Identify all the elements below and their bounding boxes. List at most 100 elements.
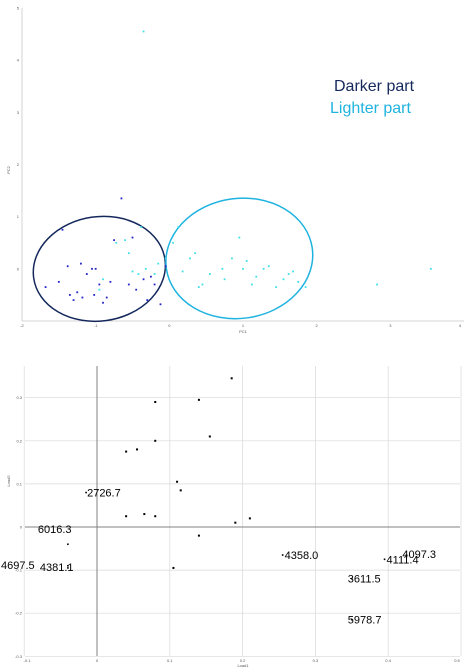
loading-point-label: 4381.1 xyxy=(40,562,74,574)
loading-point xyxy=(143,513,146,516)
score-point-lighter-part xyxy=(376,283,378,286)
loading-labeled-point xyxy=(67,564,69,567)
score-point-lighter-part xyxy=(197,286,200,288)
loading-y-ticks: 0.3 0.2 0.1 0 -0.1 -0.2 -0.3 xyxy=(15,395,23,659)
score-point-lighter-part xyxy=(153,273,156,275)
score-point-lighter-part xyxy=(255,275,258,278)
score-x-ticks: -2 -1 0 1 2 3 4 xyxy=(20,323,462,328)
ellipse-lighter-part xyxy=(165,197,314,320)
score-point-lighter-part xyxy=(238,236,241,239)
score-point-lighter-part xyxy=(194,252,197,255)
score-point-darker-part xyxy=(127,283,130,286)
score-y-ticks: 0 1 2 3 4 5 xyxy=(17,6,20,272)
loading-point-label: 2726.7 xyxy=(87,488,121,500)
score-x-tick-label: 0 xyxy=(168,323,171,328)
loading-y-tick-label: 0.2 xyxy=(16,438,22,443)
loading-point xyxy=(230,377,233,380)
score-point-darker-part xyxy=(66,265,69,268)
score-point-darker-part xyxy=(93,294,96,296)
score-point-lighter-part xyxy=(282,278,285,281)
loading-y-tick-label: -0.1 xyxy=(15,568,23,573)
score-y-tick-label: 4 xyxy=(17,58,20,63)
loading-point xyxy=(234,521,237,524)
loading-x-tick-label: 0 xyxy=(96,658,99,663)
score-point-lighter-part xyxy=(297,280,300,283)
loading-labeled-point xyxy=(67,567,69,569)
score-point-darker-part xyxy=(120,197,123,200)
score-point-darker-part xyxy=(44,286,47,288)
loading-x-axis-label: Load1 xyxy=(237,663,249,668)
loading-point-label: 3611.5 xyxy=(348,574,381,586)
score-y-axis-label: PC2 xyxy=(6,165,11,174)
loading-y-tick-label: -0.3 xyxy=(15,654,23,659)
ellipse-darker-part xyxy=(32,215,167,323)
score-point-darker-part xyxy=(159,303,162,306)
score-point-lighter-part xyxy=(221,267,224,270)
score-point-darker-part xyxy=(76,291,79,294)
loading-point xyxy=(154,439,157,442)
score-y-tick-label: 0 xyxy=(17,266,20,271)
score-point-lighter-part xyxy=(292,270,294,273)
score-point-lighter-part xyxy=(201,283,204,286)
score-point-lighter-part xyxy=(98,288,101,291)
score-axes xyxy=(21,8,464,322)
score-point-darker-part xyxy=(94,267,97,270)
score-point-lighter-part xyxy=(181,270,184,273)
score-plot: -2 -1 0 1 2 3 4 0 1 2 3 4 5 PC1 PC2 Darker part Lig… xyxy=(6,6,464,334)
score-point-darker-part xyxy=(98,283,101,286)
loading-x-tick-label: 0.2 xyxy=(240,658,246,663)
score-point-lighter-part xyxy=(231,257,233,260)
score-point-darker-part xyxy=(146,299,149,302)
loading-point-label: 4111.4 xyxy=(387,554,419,566)
score-point-darker-part xyxy=(135,288,138,291)
loading-point xyxy=(176,480,179,483)
score-point-darker-part xyxy=(72,299,75,302)
score-x-tick-label: -2 xyxy=(20,323,24,328)
score-point-lighter-part xyxy=(223,278,226,281)
score-x-tick-label: 3 xyxy=(389,323,392,328)
score-point-darker-part xyxy=(102,301,104,304)
score-point-lighter-part xyxy=(144,267,147,270)
loading-point-label: 4358.0 xyxy=(285,550,319,562)
score-point-lighter-part xyxy=(429,267,432,270)
score-point-darker-part xyxy=(105,296,108,299)
score-point-darker-part xyxy=(131,236,134,239)
score-x-tick-label: 2 xyxy=(316,323,319,328)
score-point-darker-part xyxy=(91,267,93,270)
score-point-lighter-part xyxy=(137,273,140,275)
loading-grid xyxy=(23,366,462,657)
score-point-lighter-part xyxy=(287,273,290,275)
score-x-axis-label: PC1 xyxy=(239,329,248,334)
loading-plot: -0.1 0 0.1 0.2 0.3 0.4 0.5 0.3 0.2 0.1 0 -0.1 -0.2 -… xyxy=(1,366,462,668)
score-point-darker-part xyxy=(142,278,145,281)
loading-x-tick-label: 0.1 xyxy=(167,658,173,663)
score-point-lighter-part xyxy=(142,30,145,33)
score-point-lighter-part xyxy=(102,278,104,281)
score-point-lighter-part xyxy=(127,252,130,255)
loading-y-tick-label: -0.2 xyxy=(15,611,23,616)
score-point-lighter-part xyxy=(157,262,160,265)
loading-labels: 2726.7 6016.3 4697.5 4381.1 4358.0 4111.44097… xyxy=(1,488,436,627)
loading-x-tick-label: 0.3 xyxy=(313,658,319,663)
loading-x-tick-label: 0.5 xyxy=(454,658,460,663)
loading-labeled-point xyxy=(67,543,69,546)
score-point-lighter-part xyxy=(208,273,211,275)
score-point-lighter-part xyxy=(275,286,278,288)
loading-point xyxy=(125,450,128,453)
loading-points xyxy=(125,377,251,569)
score-point-lighter-part xyxy=(189,257,191,260)
score-point-lighter-part xyxy=(267,265,270,268)
score-y-tick-label: 1 xyxy=(17,214,20,219)
score-points xyxy=(44,30,432,306)
loading-y-tick-label: 0.1 xyxy=(16,481,22,486)
loading-point-label: 4097.3 xyxy=(402,549,436,561)
score-point-lighter-part xyxy=(245,260,248,262)
score-x-tick-label: -1 xyxy=(94,323,98,328)
score-point-lighter-part xyxy=(164,257,167,260)
loading-y-axis-label: Load2 xyxy=(6,475,11,487)
loading-point xyxy=(197,398,200,401)
score-point-darker-part xyxy=(150,275,152,278)
loading-labeled-point xyxy=(383,558,386,561)
loading-y-tick-label: 0.3 xyxy=(16,395,22,400)
legend: Darker part Lighter part xyxy=(330,78,415,117)
